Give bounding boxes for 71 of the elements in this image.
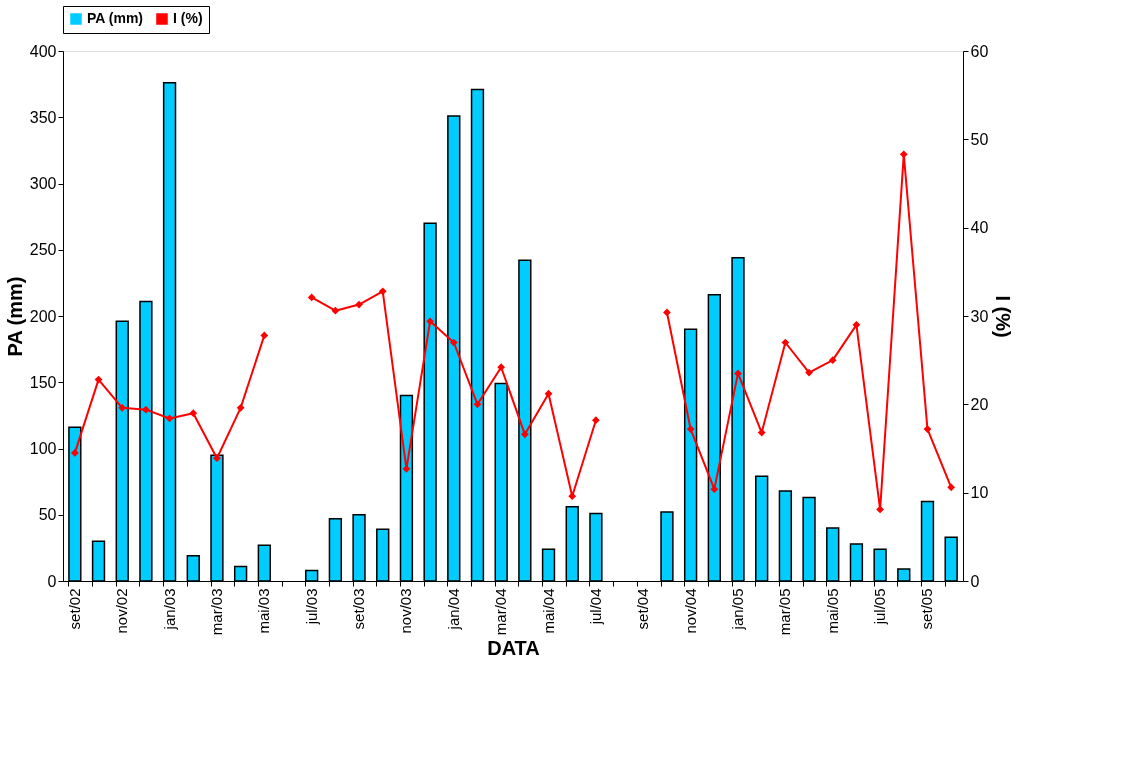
point: [520, 430, 529, 439]
x-tick-label: nov/02: [113, 588, 131, 634]
legend-label: PA (mm): [87, 10, 143, 26]
legend-label: I (%): [173, 10, 203, 26]
point: [118, 403, 127, 412]
x-tick-label: mar/05: [776, 588, 794, 636]
x-tick-label: jan/05: [729, 588, 746, 631]
x-tick-label: mar/04: [492, 588, 510, 636]
y-tick-label: 100: [29, 440, 57, 457]
point: [307, 293, 316, 302]
point: [473, 400, 482, 409]
x-tick-label: jul/05: [871, 588, 889, 626]
point: [663, 308, 671, 317]
point: [544, 389, 553, 398]
x-tick-label: nov/04: [681, 588, 699, 634]
y2-tick-label: 60: [970, 42, 989, 60]
point: [828, 356, 837, 365]
x-tick-label: set/04: [634, 588, 652, 630]
point: [923, 425, 932, 433]
y-axis-title: PA (mm): [3, 276, 26, 357]
x-tick-label: set/02: [65, 588, 83, 630]
y2-tick-label: 10: [970, 484, 989, 502]
x-tick-label: mai/04: [539, 588, 557, 634]
point: [876, 505, 884, 514]
point: [213, 454, 221, 463]
point: [947, 483, 956, 492]
x-tick-label: jan/03: [160, 588, 178, 631]
y-tick-label: 250: [29, 241, 57, 259]
point: [805, 368, 813, 377]
x-tick-label: set/03: [350, 588, 368, 630]
point: [852, 320, 861, 329]
y-tick-label: 150: [29, 373, 57, 391]
point: [331, 306, 340, 315]
x-tick-label: mai/03: [255, 588, 273, 634]
y-tick-label: 300: [29, 175, 57, 192]
x-tick-label: mai/05: [823, 588, 841, 634]
y2-tick-label: 0: [970, 572, 980, 590]
y-tick-label: 50: [38, 506, 57, 524]
point: [449, 338, 458, 347]
y2-tick-label: 50: [970, 130, 989, 148]
x-tick-label: set/05: [918, 588, 936, 630]
point: [189, 409, 198, 418]
y-tick-label: 0: [47, 572, 57, 590]
point: [260, 331, 269, 340]
point: [899, 150, 908, 159]
x-tick-label: mar/03: [207, 588, 225, 636]
point: [592, 416, 600, 425]
point: [710, 485, 719, 494]
y2-axis-title: I (%): [992, 295, 1015, 338]
point: [142, 405, 150, 414]
point: [781, 338, 790, 347]
point: [497, 363, 506, 372]
y-tick-label: 350: [29, 108, 57, 126]
x-tick-label: jul/03: [302, 588, 320, 626]
y-tick-label: 200: [29, 307, 57, 325]
point: [686, 425, 695, 433]
point: [355, 300, 363, 309]
y2-tick-label: 20: [970, 395, 989, 413]
x-tick-label: nov/03: [397, 588, 415, 634]
x-axis-title: DATA: [487, 637, 540, 660]
point: [236, 403, 245, 412]
point: [378, 287, 387, 296]
x-tick-label: jan/04: [444, 588, 462, 631]
y2-tick-label: 30: [970, 307, 989, 325]
x-tick-label: jul/04: [586, 588, 604, 626]
point: [757, 428, 766, 437]
y-tick-label: 400: [29, 42, 57, 60]
point: [568, 492, 577, 501]
point: [70, 449, 79, 457]
y2-tick-label: 40: [970, 219, 989, 237]
point: [426, 317, 434, 326]
